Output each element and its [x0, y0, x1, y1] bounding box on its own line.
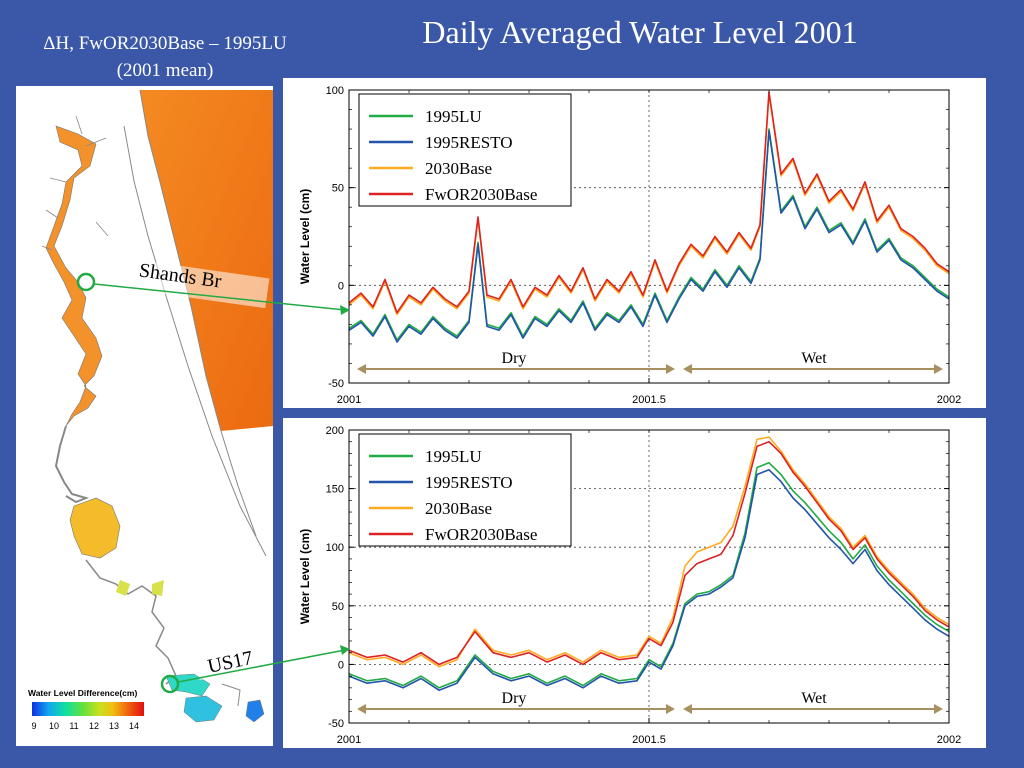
slide-title: Daily Averaged Water Level 2001	[422, 14, 858, 50]
season-label-wet: Wet	[801, 690, 827, 707]
season-label-dry: Dry	[502, 690, 527, 707]
map-title-line2: (2001 mean)	[116, 60, 214, 81]
x-tick-label: 2002	[937, 734, 961, 746]
season-arrows: Dry Wet	[357, 350, 943, 374]
map-title: ΔH, FwOR2030Base – 1995LU (2001 mean)	[0, 30, 330, 84]
lake	[69, 497, 121, 559]
season-label-dry: Dry	[502, 350, 527, 367]
series-group	[348, 436, 950, 692]
x-tick-label: 2001.5	[632, 734, 666, 746]
x-tick-label: 2001.5	[632, 394, 666, 406]
series-group	[348, 91, 950, 343]
y-tick-label: 100	[326, 85, 344, 97]
series-line-1995resto	[348, 468, 950, 692]
colorbar-tick-label: 9	[31, 721, 36, 731]
series-line-1995resto	[348, 130, 950, 343]
y-tick-label: 0	[338, 280, 344, 292]
map-title-line1: ΔH, FwOR2030Base – 1995LU	[43, 33, 287, 54]
chart-us17: 200 150 100 50 0 -50 2001 2001.5 2002 Water Level…	[298, 425, 961, 746]
legend-item-label: 1995LU	[425, 447, 482, 466]
river-map: Water Level Difference(cm) 9 10 11 12 13 14	[28, 89, 273, 731]
map-panel: Water Level Difference(cm) 9 10 11 12 13 14	[16, 86, 273, 746]
legend-item-label: FwOR2030Base	[425, 185, 537, 204]
colorbar-tick-label: 12	[89, 721, 99, 731]
legend-item-label: 2030Base	[425, 159, 492, 178]
y-axis-label: Water Level (cm)	[298, 529, 312, 625]
x-tick-label: 2002	[937, 394, 961, 406]
colorbar	[32, 702, 144, 716]
y-tick-label: 200	[326, 425, 344, 437]
colorbar-tick-label: 14	[129, 721, 139, 731]
river-lower	[165, 673, 211, 697]
legend-item-label: 1995RESTO	[425, 133, 513, 152]
y-tick-label: 0	[338, 659, 344, 671]
river-upper	[45, 125, 103, 427]
legend-item-label: 1995RESTO	[425, 473, 513, 492]
y-axis-label: Water Level (cm)	[298, 189, 312, 285]
series-line-2030base	[348, 436, 950, 668]
chart-panel-shands: 100 50 0 -50 2001 2001.5 2002 Water Level (cm) D…	[283, 78, 986, 408]
legend: 1995LU 1995RESTO 2030Base FwOR2030Base	[358, 433, 572, 547]
legend-item-label: 2030Base	[425, 499, 492, 518]
y-tick-label: -50	[328, 378, 344, 390]
season-arrows: Dry Wet	[357, 690, 943, 714]
colorbar-ticks: 9 10 11 12 13 14	[31, 721, 139, 731]
x-tick-label: 2001	[337, 734, 361, 746]
legend: 1995LU 1995RESTO 2030Base FwOR2030Base	[358, 93, 572, 207]
colorbar-tick-label: 13	[109, 721, 119, 731]
river-lower-blue	[245, 699, 265, 723]
x-tick-label: 2001	[337, 394, 361, 406]
series-line-fwor2030base	[348, 91, 950, 314]
y-tick-label: 150	[326, 484, 344, 496]
series-line-1995lu	[348, 461, 950, 689]
chart-panel-us17: 200 150 100 50 0 -50 2001 2001.5 2002 Water Level…	[283, 418, 986, 748]
series-line-fwor2030base	[348, 440, 950, 666]
y-tick-label: 100	[326, 542, 344, 554]
colorbar-tick-label: 10	[49, 721, 59, 731]
y-tick-label: -50	[328, 718, 344, 730]
legend-item-label: FwOR2030Base	[425, 525, 537, 544]
y-tick-label: 50	[332, 183, 344, 195]
river-mid	[116, 580, 164, 596]
chart-shands: 100 50 0 -50 2001 2001.5 2002 Water Level (cm) D…	[298, 85, 961, 406]
season-label-wet: Wet	[801, 350, 827, 367]
y-tick-label: 50	[332, 601, 344, 613]
colorbar-tick-label: 11	[69, 721, 78, 731]
legend-item-label: 1995LU	[425, 107, 482, 126]
colorbar-title: Water Level Difference(cm)	[28, 688, 137, 698]
ocean-region	[140, 90, 273, 431]
